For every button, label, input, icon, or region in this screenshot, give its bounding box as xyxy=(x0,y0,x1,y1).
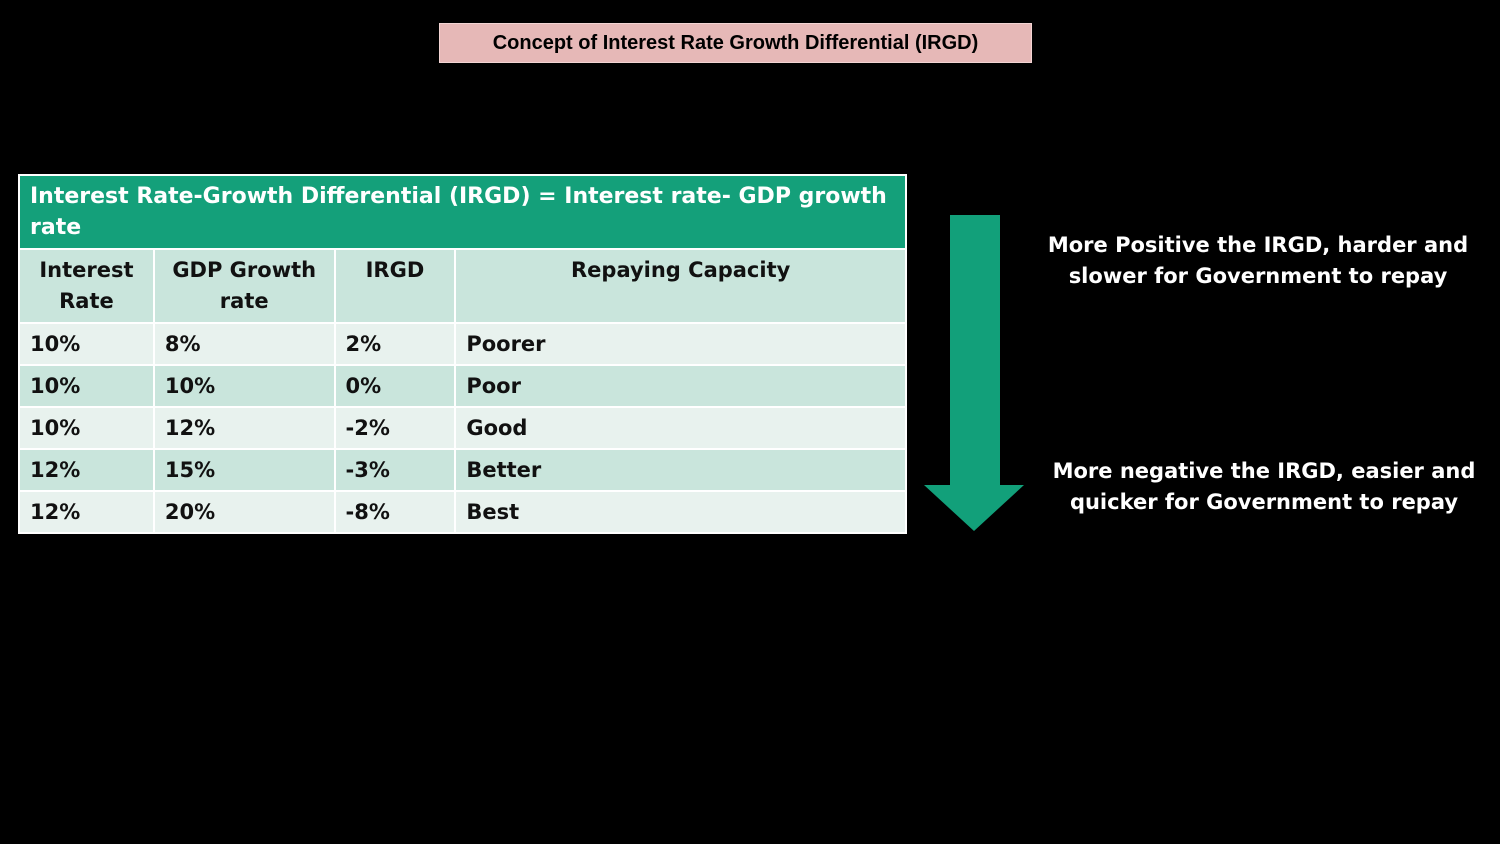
cell-irgd: 0% xyxy=(333,364,457,408)
cell-gdp-growth: 20% xyxy=(152,490,336,534)
cell-repaying-capacity: Poor xyxy=(454,364,907,408)
header-repaying-capacity: Repaying Capacity xyxy=(454,248,907,324)
cell-irgd: -3% xyxy=(333,448,457,492)
down-arrow-icon xyxy=(924,215,1024,531)
cell-irgd: -2% xyxy=(333,406,457,450)
irgd-table: Interest Rate-Growth Differential (IRGD)… xyxy=(18,174,907,534)
cell-gdp-growth: 8% xyxy=(152,322,336,366)
formula-row: Interest Rate-Growth Differential (IRGD)… xyxy=(18,174,907,250)
slide-title: Concept of Interest Rate Growth Differen… xyxy=(439,23,1032,63)
cell-interest-rate: 12% xyxy=(18,490,155,534)
header-irgd: IRGD xyxy=(333,248,457,324)
cell-repaying-capacity: Best xyxy=(454,490,907,534)
header-row: Interest Rate GDP Growth rate IRGD Repay… xyxy=(18,248,907,324)
header-interest-rate: Interest Rate xyxy=(18,248,155,324)
table-row: 10% 8% 2% Poorer xyxy=(18,322,907,366)
note-negative-irgd: More negative the IRGD, easier and quick… xyxy=(1052,459,1476,514)
table-row: 12% 15% -3% Better xyxy=(18,448,907,492)
cell-irgd: 2% xyxy=(333,322,457,366)
cell-interest-rate: 10% xyxy=(18,322,155,366)
cell-repaying-capacity: Good xyxy=(454,406,907,450)
cell-interest-rate: 10% xyxy=(18,364,155,408)
header-gdp-growth-rate: GDP Growth rate xyxy=(152,248,336,324)
cell-gdp-growth: 12% xyxy=(152,406,336,450)
table-row: 10% 10% 0% Poor xyxy=(18,364,907,408)
cell-repaying-capacity: Better xyxy=(454,448,907,492)
cell-gdp-growth: 15% xyxy=(152,448,336,492)
cell-repaying-capacity: Poorer xyxy=(454,322,907,366)
table-row: 12% 20% -8% Best xyxy=(18,490,907,534)
table-row: 10% 12% -2% Good xyxy=(18,406,907,450)
cell-irgd: -8% xyxy=(333,490,457,534)
formula-text: Interest Rate-Growth Differential (IRGD)… xyxy=(18,174,907,250)
cell-interest-rate: 10% xyxy=(18,406,155,450)
cell-interest-rate: 12% xyxy=(18,448,155,492)
note-positive-irgd: More Positive the IRGD, harder and slowe… xyxy=(1047,233,1469,288)
cell-gdp-growth: 10% xyxy=(152,364,336,408)
